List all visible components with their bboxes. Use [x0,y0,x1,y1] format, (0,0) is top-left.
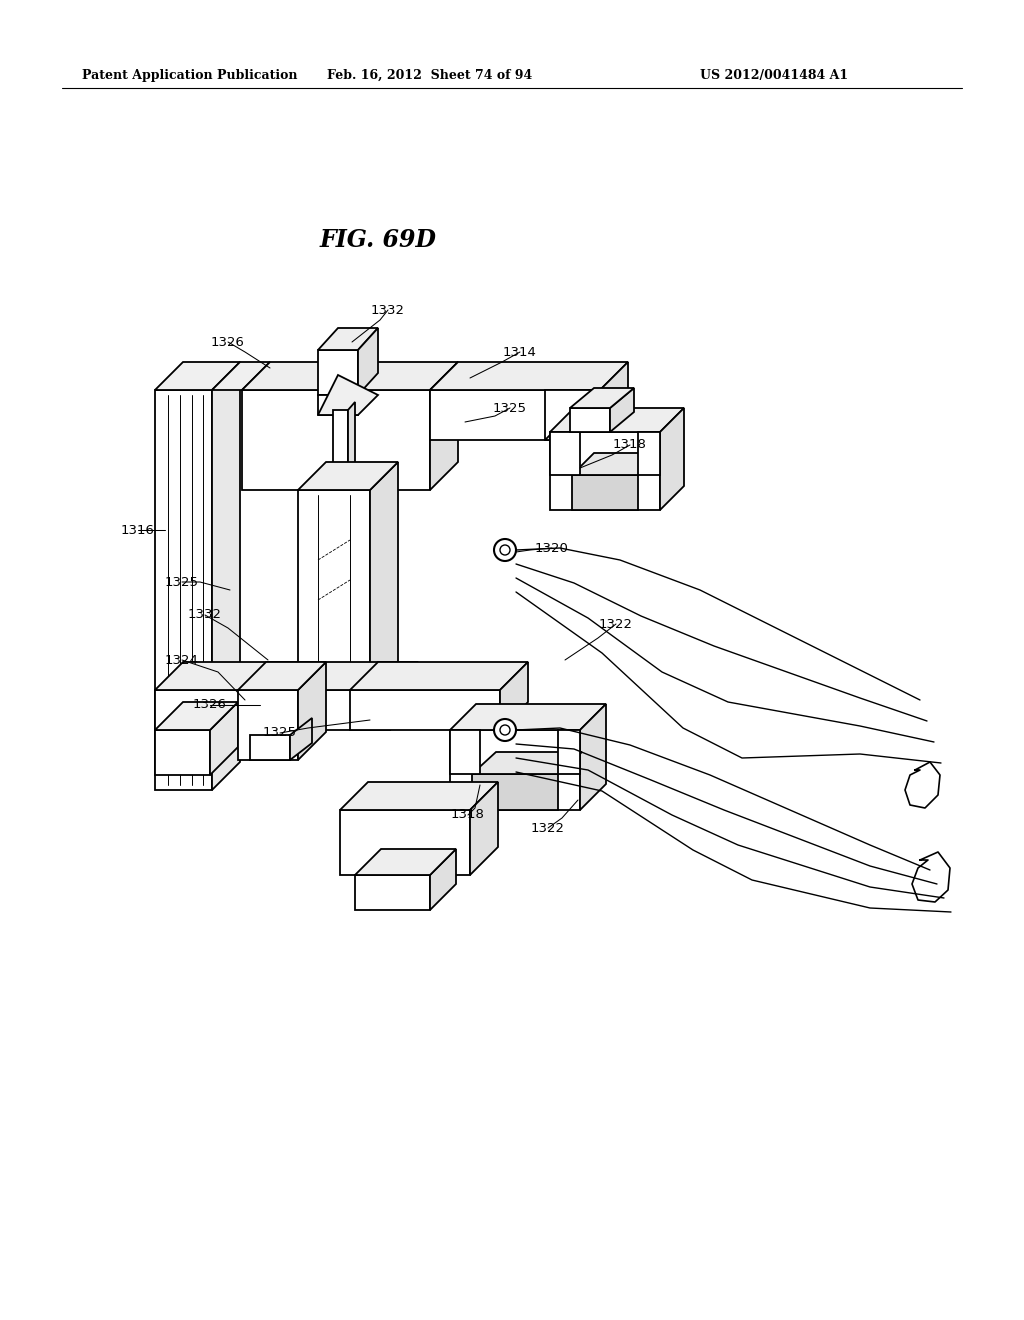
Polygon shape [250,735,290,760]
Polygon shape [545,412,628,440]
Polygon shape [570,408,610,432]
Text: Patent Application Publication: Patent Application Publication [82,69,298,82]
Polygon shape [155,663,418,690]
Polygon shape [242,389,430,490]
Polygon shape [430,362,628,389]
Polygon shape [318,350,358,395]
Text: 1314: 1314 [503,346,537,359]
Polygon shape [545,389,600,440]
Text: 1318: 1318 [613,438,647,451]
Polygon shape [212,362,240,789]
Polygon shape [355,875,430,909]
Polygon shape [210,702,238,775]
Polygon shape [500,663,528,730]
Circle shape [494,719,516,741]
Polygon shape [430,389,600,440]
Text: 1332: 1332 [188,609,222,622]
Polygon shape [298,462,398,490]
Circle shape [494,539,516,561]
Text: 1325: 1325 [165,576,199,589]
Polygon shape [472,774,558,810]
Text: Feb. 16, 2012  Sheet 74 of 94: Feb. 16, 2012 Sheet 74 of 94 [328,69,532,82]
Polygon shape [350,690,500,730]
Polygon shape [558,730,580,774]
Polygon shape [430,849,456,909]
Polygon shape [155,690,390,730]
Polygon shape [430,362,458,490]
Polygon shape [610,388,634,432]
Polygon shape [350,663,528,690]
Polygon shape [550,432,580,475]
Text: 1322: 1322 [531,821,565,834]
Polygon shape [450,704,606,730]
Text: FIG. 69D: FIG. 69D [319,228,436,252]
Polygon shape [550,432,660,510]
Polygon shape [318,395,358,414]
Polygon shape [340,781,498,810]
Polygon shape [298,490,370,690]
Polygon shape [242,362,458,389]
Polygon shape [155,730,210,775]
Polygon shape [298,663,326,760]
Polygon shape [470,781,498,875]
Polygon shape [238,663,326,690]
Polygon shape [450,730,480,774]
Polygon shape [660,408,684,510]
Text: 1322: 1322 [599,618,633,631]
Polygon shape [155,702,238,730]
Polygon shape [570,388,634,408]
Polygon shape [212,362,270,389]
Text: 1325: 1325 [493,401,527,414]
Polygon shape [358,327,378,395]
Polygon shape [155,362,240,389]
Text: 1318: 1318 [451,808,485,821]
Polygon shape [355,849,456,875]
Polygon shape [638,432,660,475]
Polygon shape [572,475,638,510]
Polygon shape [370,462,398,690]
Polygon shape [318,375,378,414]
Polygon shape [550,408,684,432]
Text: 1332: 1332 [371,304,406,317]
Polygon shape [390,663,418,730]
Text: 1326: 1326 [211,335,245,348]
Polygon shape [333,411,348,490]
Polygon shape [238,690,298,760]
Text: US 2012/0041484 A1: US 2012/0041484 A1 [700,69,848,82]
Polygon shape [155,389,212,789]
Polygon shape [450,730,580,810]
Polygon shape [572,453,660,475]
Text: 1316: 1316 [121,524,155,536]
Polygon shape [340,810,470,875]
Text: 1325: 1325 [263,726,297,739]
Text: 1320: 1320 [536,541,569,554]
Polygon shape [580,704,606,810]
Polygon shape [472,752,582,774]
Polygon shape [290,718,312,760]
Polygon shape [318,327,378,350]
Polygon shape [348,403,355,490]
Polygon shape [600,362,628,440]
Text: 1324: 1324 [165,653,199,667]
Text: 1326: 1326 [194,698,227,711]
